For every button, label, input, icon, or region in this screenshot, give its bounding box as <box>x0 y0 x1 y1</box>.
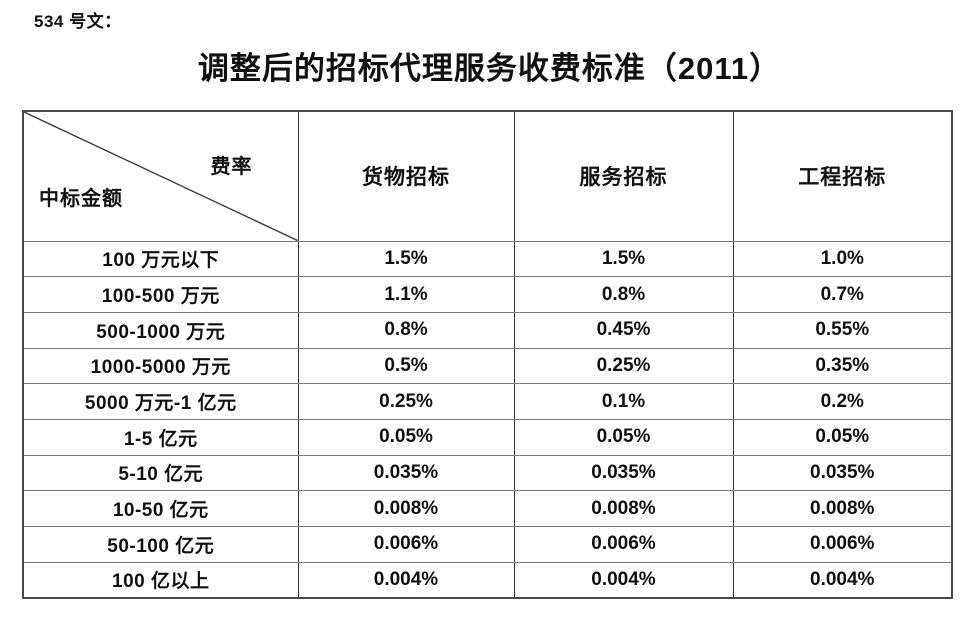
row-label: 5000 万元-1 亿元 <box>22 383 299 420</box>
rate-cell: 0.008% <box>297 490 515 527</box>
rate-cell: 0.45% <box>513 311 734 349</box>
rate-cell: 0.05% <box>513 418 734 456</box>
rate-cell: 1.5% <box>513 240 734 278</box>
column-header-service-bidding: 服务招标 <box>513 110 734 242</box>
corner-amount-label: 中标金额 <box>39 187 123 210</box>
rate-cell: 0.8% <box>513 276 734 313</box>
row-label: 50-100 亿元 <box>22 526 299 563</box>
header-row: 费率 中标金额 货物招标 服务招标 工程招标 <box>22 110 953 242</box>
rate-cell: 0.5% <box>297 347 515 385</box>
rate-cell: 0.35% <box>732 347 953 385</box>
rate-cell: 1.1% <box>297 276 515 313</box>
rate-cell: 0.7% <box>732 276 953 313</box>
rate-cell: 0.006% <box>513 526 734 563</box>
table-row: 100 万元以下 1.5% 1.5% 1.0% <box>22 240 953 278</box>
rate-cell: 0.25% <box>513 347 734 385</box>
column-header-engineering-bidding: 工程招标 <box>732 110 953 242</box>
rate-cell: 0.004% <box>297 561 515 599</box>
diagonal-divider-line <box>24 112 298 241</box>
rate-cell: 0.55% <box>732 311 953 349</box>
table-row: 50-100 亿元 0.006% 0.006% 0.006% <box>22 526 953 563</box>
row-label: 1000-5000 万元 <box>22 347 299 385</box>
table-row: 100 亿以上 0.004% 0.004% 0.004% <box>22 561 953 599</box>
table-row: 5000 万元-1 亿元 0.25% 0.1% 0.2% <box>22 383 953 420</box>
rate-cell: 0.006% <box>297 526 515 563</box>
table-row: 1000-5000 万元 0.5% 0.25% 0.35% <box>22 347 953 385</box>
rate-cell: 1.5% <box>297 240 515 278</box>
fee-rate-table: 费率 中标金额 货物招标 服务招标 工程招标 100 万元以下 1.5% 1.5… <box>22 110 953 599</box>
rate-cell: 0.004% <box>732 561 953 599</box>
row-label: 100-500 万元 <box>22 276 299 313</box>
row-label: 5-10 亿元 <box>22 454 299 492</box>
row-label: 100 万元以下 <box>22 240 299 278</box>
corner-header-cell: 费率 中标金额 <box>22 110 299 242</box>
rate-cell: 0.25% <box>297 383 515 420</box>
rate-cell: 1.0% <box>732 240 953 278</box>
rate-cell: 0.035% <box>513 454 734 492</box>
row-label: 500-1000 万元 <box>22 311 299 349</box>
table-row: 100-500 万元 1.1% 0.8% 0.7% <box>22 276 953 313</box>
document-title: 调整后的招标代理服务收费标准（2011） <box>197 51 782 86</box>
column-header-goods-bidding: 货物招标 <box>297 110 515 242</box>
rate-cell: 0.035% <box>732 454 953 492</box>
table-row: 5-10 亿元 0.035% 0.035% 0.035% <box>22 454 953 492</box>
rate-cell: 0.8% <box>297 311 515 349</box>
rate-cell: 0.004% <box>513 561 734 599</box>
rate-cell: 0.006% <box>732 526 953 563</box>
rate-cell: 0.008% <box>513 490 734 527</box>
rate-cell: 0.035% <box>297 454 515 492</box>
row-label: 100 亿以上 <box>22 561 299 599</box>
rate-cell: 0.05% <box>297 418 515 456</box>
rate-cell: 0.1% <box>513 383 734 420</box>
corner-rate-label: 费率 <box>210 156 253 178</box>
rate-cell: 0.2% <box>732 383 953 420</box>
row-label: 1-5 亿元 <box>22 418 299 456</box>
rate-cell: 0.008% <box>732 490 953 527</box>
rate-cell: 0.05% <box>732 418 953 456</box>
table-row: 10-50 亿元 0.008% 0.008% 0.008% <box>22 490 953 527</box>
doc-number-label: 534 号文： <box>34 12 122 31</box>
row-label: 10-50 亿元 <box>22 490 299 527</box>
table-row: 500-1000 万元 0.8% 0.45% 0.55% <box>22 311 953 349</box>
table-row: 1-5 亿元 0.05% 0.05% 0.05% <box>22 418 953 456</box>
